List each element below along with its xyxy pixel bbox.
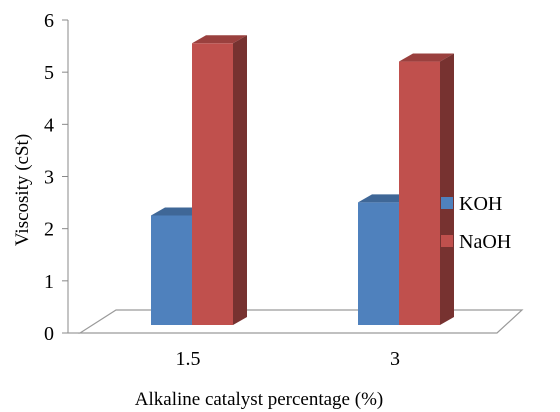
y-axis-title: Viscosity (cSt) (12, 134, 33, 246)
floor-plane (77, 309, 524, 334)
axis-layer (62, 19, 69, 334)
bars-layer (151, 35, 454, 326)
y-tick-label: 5 (44, 62, 54, 84)
bar-naoh-3 (399, 53, 454, 325)
bar-front-face (192, 43, 233, 326)
text-layer: 0 1 2 3 4 5 6 1.5 3 Alkaline catalyst percentage … (12, 10, 400, 410)
y-tick-label: 4 (44, 114, 54, 136)
bar-top-face (399, 53, 454, 62)
y-tick-label: 6 (44, 10, 54, 32)
bar-side-face (233, 35, 247, 326)
y-tick-label: 2 (44, 219, 54, 241)
bar-naoh-1.5 (192, 35, 247, 326)
x-tick-label: 3 (390, 348, 400, 370)
bar-front-face (151, 215, 192, 325)
legend: KOH NaOH (441, 193, 511, 253)
y-tick-label: 1 (44, 271, 54, 293)
legend-label-koh: KOH (459, 193, 502, 215)
legend-label-naoh: NaOH (459, 231, 511, 253)
bar-side-face (440, 53, 454, 325)
y-tick-label: 0 (44, 323, 54, 345)
legend-swatch-naoh (441, 235, 453, 247)
y-tick-label: 3 (44, 167, 54, 189)
bar-front-face (399, 61, 440, 325)
x-axis-title: Alkaline catalyst percentage (%) (135, 389, 383, 410)
legend-swatch-koh (441, 197, 453, 209)
bar-top-face (192, 35, 247, 44)
bar-front-face (358, 202, 399, 325)
x-tick-label: 1.5 (176, 348, 201, 370)
